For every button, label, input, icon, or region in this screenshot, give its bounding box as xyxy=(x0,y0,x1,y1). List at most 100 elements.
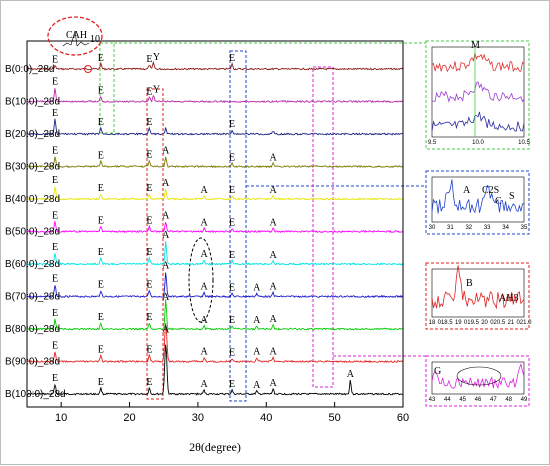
cah10-callout-label: CAH xyxy=(66,30,87,41)
peak-label: A xyxy=(253,315,261,326)
series-label: B(70:0)_28d xyxy=(5,292,60,303)
inset-frame xyxy=(425,170,530,235)
peak-label: A xyxy=(200,315,208,326)
inset-axes xyxy=(431,46,525,138)
inset-tick-label: 10.5 xyxy=(518,140,530,146)
peak-label: E xyxy=(98,117,104,128)
peak-label: A xyxy=(162,146,170,157)
peak-label: E xyxy=(146,247,152,258)
peak-label: E xyxy=(229,348,235,359)
peak-label: A xyxy=(253,380,261,391)
inset-trace xyxy=(431,111,525,132)
x-tick-label: 50 xyxy=(329,412,341,424)
peak-label: E xyxy=(98,345,104,356)
xrd-trace-3 xyxy=(26,156,403,169)
peak-label: E xyxy=(52,175,58,186)
xrd-trace-7 xyxy=(26,272,404,299)
peak-label: E xyxy=(146,280,152,291)
inset-trace xyxy=(431,179,524,214)
peak-label: Y xyxy=(153,85,160,96)
inset-tick-label: 43 xyxy=(429,397,436,403)
peak-label: E xyxy=(146,312,152,323)
peak-label: E xyxy=(98,86,104,97)
inset-tick-label: 20 xyxy=(481,320,488,326)
peak-label: E xyxy=(52,108,58,119)
inset-tick-label: 020.5 xyxy=(490,320,506,326)
plot-frame xyxy=(26,40,404,408)
x-tick-label: 30 xyxy=(192,412,204,424)
inset-3: 43 44 45 46 47 48 49 G xyxy=(425,355,530,407)
peak-label: E xyxy=(98,377,104,388)
series-label: B(90:0)_28d xyxy=(5,357,60,368)
peak-label: A xyxy=(253,283,261,294)
peak-label: E xyxy=(229,153,235,164)
inset-tick-label: 33 xyxy=(484,225,491,231)
series-label: B(40:0)_28d xyxy=(5,194,60,205)
series-label: B(30:0)_28d xyxy=(5,162,60,173)
inset-peak-label: C xyxy=(495,196,502,207)
peak-label: A xyxy=(200,185,208,196)
inset-axes xyxy=(431,268,525,318)
inset-tick-label: 48 xyxy=(505,397,512,403)
peak-label: A xyxy=(269,347,277,358)
peak-label: E xyxy=(146,117,152,128)
inset-peak-label: B xyxy=(466,278,473,289)
inset-axes xyxy=(431,176,525,223)
inset-peak-label: S xyxy=(509,191,515,202)
inset-2: 18 018.5 19 019.5 20 020.5 21 021.0 B AH3 xyxy=(425,262,532,330)
peak-label: A xyxy=(162,292,170,303)
cah10-callout-subscript: 10 xyxy=(90,34,100,45)
peak-label: A xyxy=(253,347,261,358)
x-tick-label: 20 xyxy=(123,412,135,424)
xrd-trace-4 xyxy=(26,186,403,201)
inset-axes xyxy=(431,361,525,395)
peak-label: E xyxy=(146,377,152,388)
inset-tick-label: 32 xyxy=(465,225,472,231)
peak-label: A xyxy=(200,379,208,390)
inset-tick-label: 35 xyxy=(521,225,528,231)
peak-label: A xyxy=(269,378,277,389)
peak-label: E xyxy=(146,183,152,194)
inset-tick-label: 9.5 xyxy=(428,140,437,146)
cah10-callout-ring xyxy=(47,16,103,56)
inset-tick-label: 021.0 xyxy=(516,320,532,326)
x-axis-title: 2θ(degree) xyxy=(189,440,241,454)
x-tick-label: 40 xyxy=(260,412,272,424)
peak-label: Y xyxy=(153,52,160,63)
xrd-trace-6 xyxy=(26,241,404,266)
peak-label: E xyxy=(229,315,235,326)
series-label: B(20:0)_28d xyxy=(5,129,60,140)
peak-label: E xyxy=(229,119,235,130)
xrd-trace-10 xyxy=(26,344,403,396)
peak-label: A xyxy=(200,218,208,229)
xrd-trace-5 xyxy=(26,221,404,234)
peak-label: A xyxy=(162,230,170,241)
inset-tick-label: 21 xyxy=(508,320,515,326)
peak-label: E xyxy=(229,379,235,390)
peak-label: A xyxy=(347,369,355,380)
peak-label: A xyxy=(200,282,208,293)
peak-label: E xyxy=(229,218,235,229)
peak-label: E xyxy=(52,274,58,285)
inset-peak-label: G xyxy=(434,366,441,377)
cah10-callout-trace xyxy=(62,30,90,47)
inset-tick-label: 10.0 xyxy=(472,140,484,146)
peak-label: A xyxy=(269,218,277,229)
peak-label: A xyxy=(269,314,277,325)
series-label: B(50:0)_28d xyxy=(5,227,60,238)
inset-peak-label: C2S xyxy=(482,185,499,196)
inset-tick-label: 30 xyxy=(429,225,436,231)
peak-label: E xyxy=(146,345,152,356)
inset-tick-label: 49 xyxy=(521,397,528,403)
peak-label: E xyxy=(146,54,152,65)
x-tick-label: 60 xyxy=(397,412,409,424)
peak-label: E xyxy=(146,150,152,161)
cah10-marker xyxy=(84,65,92,73)
inset-tick-label: 47 xyxy=(490,397,497,403)
inset-tick-label: 18 xyxy=(429,320,436,326)
inset-tick-label: 19 xyxy=(455,320,462,326)
